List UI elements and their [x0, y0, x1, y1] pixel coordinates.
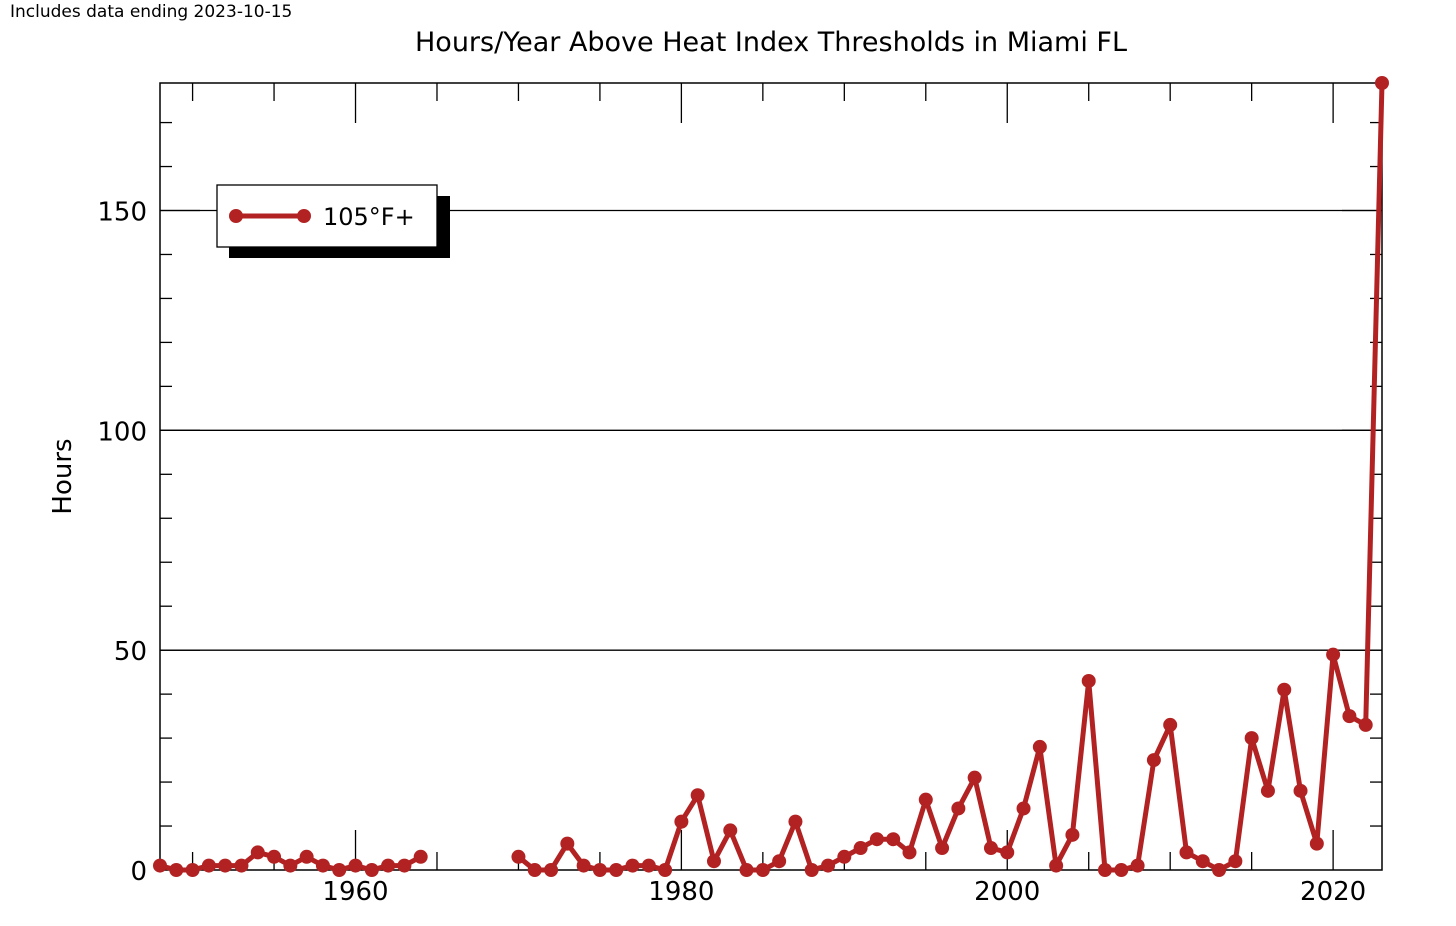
- legend-marker: [229, 209, 243, 223]
- data-point: [1065, 827, 1080, 842]
- y-tick-label: 100: [97, 417, 147, 447]
- data-point: [1032, 739, 1047, 754]
- data-point: [1277, 682, 1292, 697]
- data-point: [576, 858, 591, 873]
- data-point: [201, 858, 216, 873]
- data-point: [853, 841, 868, 856]
- data-point: [723, 823, 738, 838]
- data-point: [364, 863, 379, 877]
- data-point: [1358, 717, 1373, 732]
- data-point: [267, 849, 282, 864]
- data-point: [250, 845, 265, 860]
- data-point: [625, 858, 640, 873]
- data-point: [283, 858, 298, 873]
- data-point: [1130, 858, 1145, 873]
- data-point: [918, 792, 933, 807]
- data-point: [641, 858, 656, 873]
- y-tick-label: 0: [130, 857, 147, 887]
- data-point: [185, 863, 200, 877]
- data-point: [1212, 863, 1227, 877]
- data-point: [592, 863, 607, 877]
- data-point: [1326, 647, 1341, 662]
- legend-marker: [297, 209, 311, 223]
- series-line: [516, 80, 1385, 873]
- data-point: [1000, 845, 1015, 860]
- data-point: [869, 832, 884, 847]
- data-point: [1179, 845, 1194, 860]
- data-point: [1049, 858, 1064, 873]
- x-tick-label: 1960: [322, 877, 388, 907]
- data-point: [951, 801, 966, 816]
- data-point: [1228, 854, 1243, 869]
- data-point: [315, 858, 330, 873]
- data-point: [706, 854, 721, 869]
- data-note: Includes data ending 2023-10-15: [10, 2, 293, 22]
- data-point: [690, 788, 705, 803]
- y-tick-label: 50: [114, 637, 147, 667]
- data-point: [1081, 673, 1096, 688]
- data-point: [967, 770, 982, 785]
- data-point: [1375, 76, 1389, 90]
- data-point: [169, 863, 184, 877]
- data-point: [1195, 854, 1210, 869]
- data-point: [218, 858, 233, 873]
- data-point: [1163, 717, 1178, 732]
- data-point: [886, 832, 901, 847]
- data-point: [609, 863, 624, 877]
- plot-frame: [159, 82, 1383, 871]
- data-point: [1260, 783, 1275, 798]
- data-point: [1098, 863, 1113, 877]
- data-point: [1309, 836, 1324, 851]
- x-tick-label: 1980: [648, 877, 714, 907]
- data-point: [299, 849, 314, 864]
- chart-title: Hours/Year Above Heat Index Thresholds i…: [415, 27, 1127, 58]
- data-point: [397, 858, 412, 873]
- data-point: [1016, 801, 1031, 816]
- data-point: [413, 849, 428, 864]
- data-point: [772, 854, 787, 869]
- legend-box: [216, 184, 438, 248]
- data-point: [234, 858, 249, 873]
- series-group: [153, 76, 1389, 877]
- data-point: [381, 858, 396, 873]
- data-point: [511, 849, 526, 864]
- data-point: [1146, 753, 1161, 768]
- data-point: [527, 863, 542, 877]
- x-tick-label: 2020: [1300, 877, 1366, 907]
- legend: 105°F+: [216, 184, 450, 258]
- data-point: [983, 841, 998, 856]
- data-point: [658, 863, 673, 877]
- legend-label: 105°F+: [323, 203, 415, 231]
- data-point: [755, 863, 770, 877]
- y-tick-label: 150: [97, 198, 147, 228]
- data-point: [804, 863, 819, 877]
- data-point: [902, 845, 917, 860]
- data-point: [935, 841, 950, 856]
- data-point: [739, 863, 754, 877]
- data-point: [788, 814, 803, 829]
- data-point: [332, 863, 347, 877]
- data-point: [674, 814, 689, 829]
- data-point: [1114, 863, 1129, 877]
- x-tick-label: 2000: [974, 877, 1040, 907]
- data-point: [153, 858, 167, 873]
- data-point: [1342, 709, 1357, 724]
- y-axis-label: Hours: [48, 438, 78, 514]
- data-point: [821, 858, 836, 873]
- data-point: [1244, 731, 1259, 746]
- data-point: [1293, 783, 1308, 798]
- data-point: [348, 858, 363, 873]
- data-point: [544, 863, 559, 877]
- data-point: [560, 836, 575, 851]
- data-point: [837, 849, 852, 864]
